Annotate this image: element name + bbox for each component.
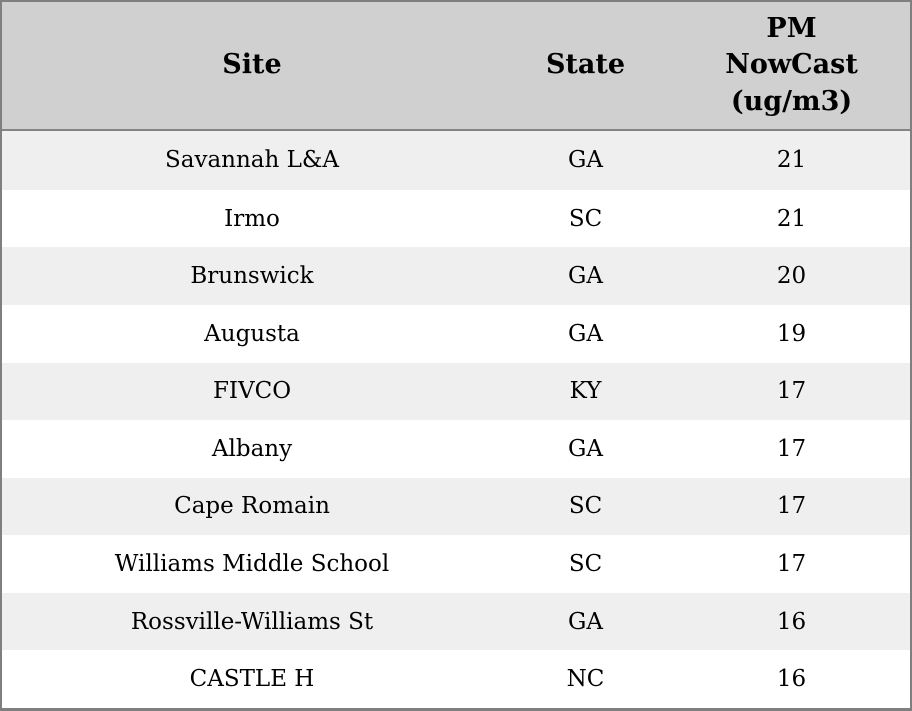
header-row: Site State PM NowCast (ug/m3) xyxy=(2,2,910,131)
table-row: Williams Middle School SC 17 xyxy=(2,535,910,593)
value-cell: 17 xyxy=(776,493,807,520)
site-cell: Albany xyxy=(211,435,293,462)
table-row: Brunswick GA 20 xyxy=(2,247,910,305)
table-row: CASTLE H NC 16 xyxy=(2,650,910,708)
site-cell: Savannah L&A xyxy=(165,147,339,174)
state-cell: KY xyxy=(569,378,602,405)
state-column-header: State xyxy=(502,2,669,131)
table-header: Site State PM NowCast (ug/m3) xyxy=(2,2,910,131)
table-row: Albany GA 17 xyxy=(2,420,910,478)
table-row: Augusta GA 19 xyxy=(2,304,910,363)
state-column-header-label: State xyxy=(545,49,626,81)
pm-nowcast-column-header: PM NowCast (ug/m3) xyxy=(669,2,910,131)
value-cell: 20 xyxy=(776,263,807,290)
site-cell: CASTLE H xyxy=(189,666,315,693)
site-cell: Williams Middle School xyxy=(114,551,390,578)
value-cell: 21 xyxy=(776,205,807,232)
state-cell: SC xyxy=(568,205,603,232)
table-row: Irmo SC 21 xyxy=(2,189,910,248)
state-cell: NC xyxy=(566,666,605,693)
table-body: Savannah L&A GA 21 Irmo SC 21 Brunswick GA 20 Aug… xyxy=(2,130,910,708)
site-cell: Augusta xyxy=(204,320,300,347)
site-cell: Brunswick xyxy=(190,263,314,290)
table-row: Savannah L&A GA 21 xyxy=(2,130,910,190)
state-cell: SC xyxy=(568,551,603,578)
value-cell: 21 xyxy=(776,147,807,174)
pm-nowcast-column-header-label: PM NowCast (ug/m3) xyxy=(725,12,858,117)
table-row: Rossville-Williams St GA 16 xyxy=(2,592,910,651)
site-cell: Cape Romain xyxy=(174,493,330,520)
site-cell: Irmo xyxy=(224,205,280,232)
site-cell: Rossville-Williams St xyxy=(130,608,374,635)
state-cell: GA xyxy=(568,147,603,174)
state-cell: GA xyxy=(568,320,603,347)
site-column-header-label: Site xyxy=(222,49,282,81)
table-row: Cape Romain SC 17 xyxy=(2,477,910,536)
state-cell: GA xyxy=(568,435,603,462)
value-cell: 16 xyxy=(776,608,807,635)
state-cell: SC xyxy=(568,493,603,520)
value-cell: 17 xyxy=(776,378,807,405)
site-cell: FIVCO xyxy=(212,378,292,405)
table-row: FIVCO KY 17 xyxy=(2,362,910,421)
value-cell: 16 xyxy=(776,666,807,693)
site-column-header: Site xyxy=(2,2,502,131)
state-cell: GA xyxy=(568,263,603,290)
state-cell: GA xyxy=(568,608,603,635)
value-cell: 17 xyxy=(776,551,807,578)
value-cell: 17 xyxy=(776,435,807,462)
value-cell: 19 xyxy=(776,320,807,347)
